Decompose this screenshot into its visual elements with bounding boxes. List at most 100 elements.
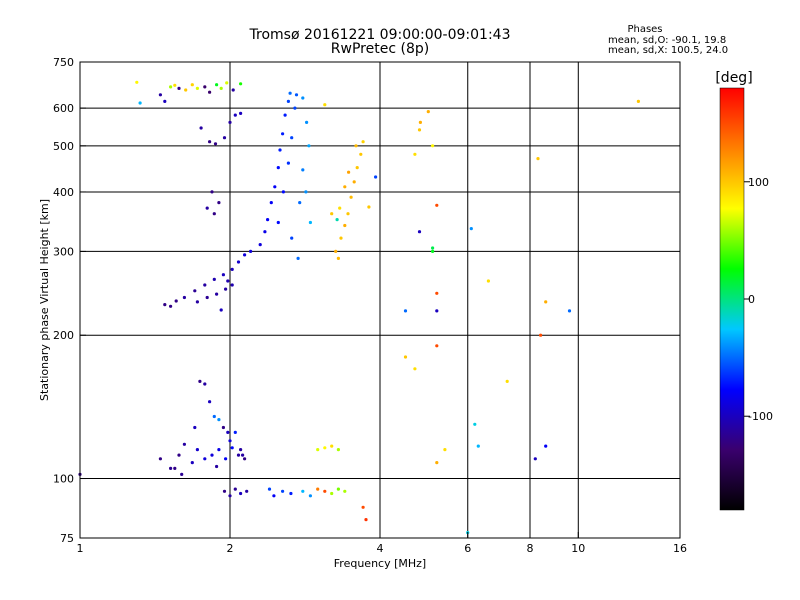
data-point [435, 291, 439, 295]
chart-title: Tromsø 20161221 09:00:00-09:01:43 [249, 27, 511, 43]
data-point [228, 439, 232, 443]
data-point [347, 170, 351, 174]
data-point [289, 491, 293, 496]
data-point [374, 175, 378, 179]
data-point [208, 90, 212, 94]
data-point [267, 487, 272, 491]
annotation-heading: Phases [627, 24, 662, 35]
data-point [258, 243, 262, 247]
data-point [336, 256, 340, 260]
data-point [426, 110, 430, 114]
data-point [225, 81, 229, 85]
data-point [228, 120, 232, 124]
x-tick-label: 8 [527, 542, 534, 555]
data-point [236, 260, 241, 264]
data-point [239, 448, 243, 452]
data-point [228, 494, 232, 498]
data-point [195, 448, 199, 452]
data-point [431, 249, 435, 253]
data-point [355, 166, 359, 170]
y-ticks: 75 100 200 300 400 500 600 750 [53, 56, 86, 545]
data-point [323, 446, 327, 450]
y-tick-label: 600 [53, 102, 74, 115]
x-tick-label: 2 [227, 542, 234, 555]
data-point [364, 518, 368, 522]
data-point [417, 128, 422, 132]
data-point [301, 489, 305, 493]
data-point [193, 425, 197, 430]
data-point [361, 505, 365, 509]
annotation-o-mode: mean, sd,O: -90.1, 19.8 [608, 35, 726, 46]
data-point [290, 236, 294, 240]
data-point [158, 93, 162, 97]
data-point [338, 206, 342, 210]
data-point [177, 86, 181, 90]
data-point [219, 86, 223, 90]
chart-subtitle: RwPretec (8p) [331, 41, 429, 57]
data-point [278, 148, 282, 152]
data-point [195, 300, 199, 304]
data-point [336, 448, 340, 452]
data-point [205, 206, 209, 210]
data-point [316, 448, 320, 452]
data-point [539, 333, 543, 337]
data-point [417, 230, 422, 234]
data-point [352, 180, 356, 184]
data-point [361, 140, 365, 144]
grid-lines [80, 62, 680, 538]
data-point [367, 205, 371, 209]
data-point [304, 190, 308, 194]
data-point [323, 103, 327, 107]
data-point [213, 142, 218, 146]
data-point [169, 85, 173, 89]
data-point [431, 144, 435, 148]
data-point [239, 82, 243, 86]
y-tick-label: 400 [53, 186, 74, 199]
data-point [330, 491, 334, 496]
y-tick-label: 75 [60, 532, 74, 545]
data-point [222, 136, 227, 140]
data-point [334, 249, 338, 253]
data-point [158, 457, 162, 461]
data-point [205, 295, 209, 300]
data-point [413, 367, 417, 371]
data-point [272, 494, 276, 498]
data-point [403, 309, 408, 313]
data-point [308, 220, 312, 225]
data-point [198, 379, 202, 383]
data-point [505, 379, 509, 383]
data-point [177, 453, 181, 457]
colorbar-tick-label: -100 [748, 410, 773, 423]
data-point [536, 157, 540, 161]
x-tick-label: 1 [77, 542, 84, 555]
x-axis-label: Frequency [MHz] [334, 557, 426, 570]
data-point [290, 136, 294, 140]
y-tick-label: 300 [53, 245, 74, 258]
data-point [544, 300, 548, 304]
data-point [230, 267, 234, 271]
data-point [233, 430, 237, 434]
annotation-x-mode: mean, sd,X: 100.5, 24.0 [608, 45, 728, 56]
data-point [346, 212, 350, 216]
data-point [294, 93, 299, 97]
data-point [203, 283, 207, 287]
data-point [217, 418, 221, 422]
data-point [486, 279, 490, 283]
x-tick-label: 4 [377, 542, 384, 555]
data-point [221, 425, 225, 430]
data-point [203, 382, 207, 386]
data-point [343, 185, 347, 189]
data-point [323, 489, 327, 493]
data-point [135, 80, 139, 84]
data-point [349, 195, 353, 199]
data-point [203, 457, 207, 461]
data-point [212, 277, 216, 281]
data-point [221, 273, 225, 277]
y-tick-label: 500 [53, 140, 74, 153]
data-point [230, 446, 234, 450]
data-point [443, 448, 447, 452]
y-tick-label: 100 [53, 473, 74, 486]
data-point [354, 144, 358, 148]
data-point [435, 344, 439, 348]
data-point [224, 287, 228, 291]
